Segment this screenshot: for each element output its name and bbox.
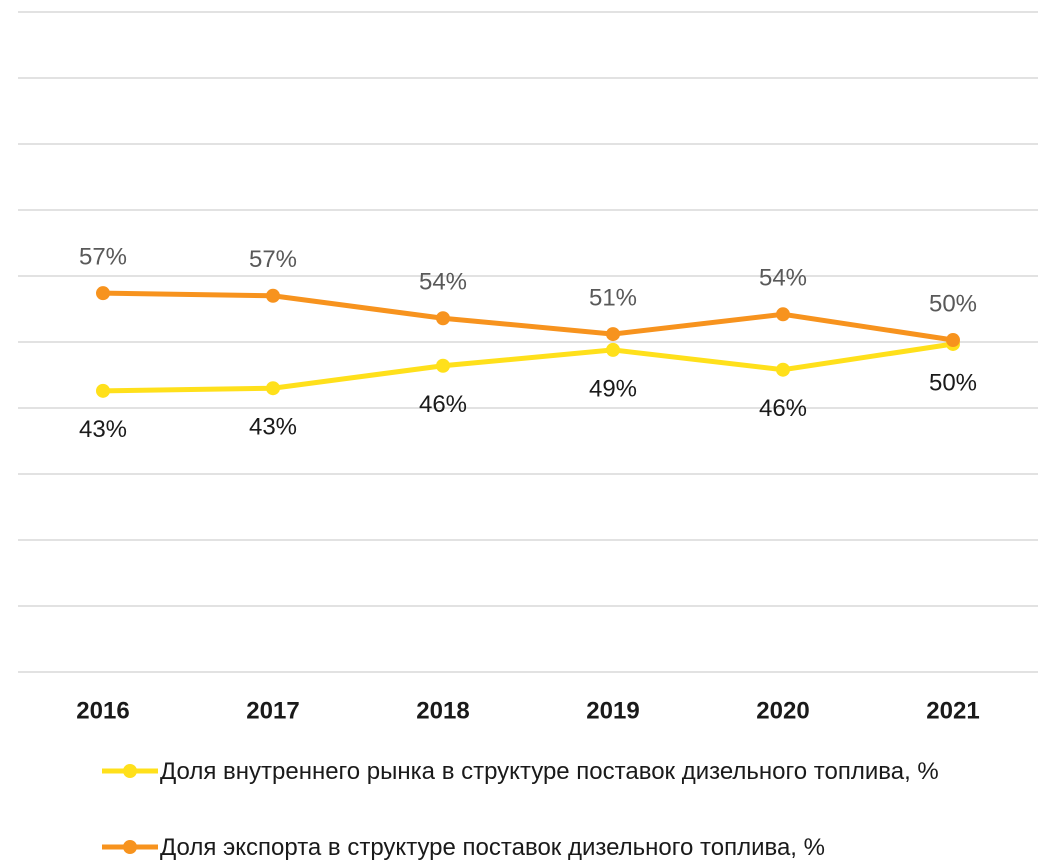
data-label: 46%	[759, 395, 807, 422]
legend-swatch	[102, 764, 158, 778]
point	[946, 333, 960, 348]
data-label: 50%	[929, 369, 977, 396]
point	[606, 327, 620, 342]
data-label: 57%	[249, 246, 297, 273]
series-line	[102, 341, 954, 394]
chart: 2016 2017 2018 2019 2020 2021 43% 43% 46% 49% 46% 5…	[18, 11, 1038, 724]
data-label: 54%	[419, 269, 467, 296]
x-tick-label: 2017	[246, 697, 299, 724]
data-label: 43%	[79, 416, 127, 443]
data-label: 46%	[419, 391, 467, 418]
legend-swatch	[102, 840, 158, 854]
x-tick-label: 2018	[416, 697, 469, 724]
data-label: 50%	[929, 290, 977, 317]
data-label: 54%	[759, 265, 807, 292]
legend-marker	[123, 764, 137, 778]
data-label: 43%	[249, 414, 297, 441]
data-label: 51%	[589, 284, 637, 311]
legend-item: Доля внутреннего рынка в структуре поста…	[100, 755, 980, 789]
x-tick-label: 2019	[586, 697, 639, 724]
x-tick-label: 2016	[76, 697, 129, 724]
point	[266, 381, 280, 396]
data-label: 57%	[79, 244, 127, 271]
legend-label: Доля внутреннего рынка в структуре поста…	[160, 758, 939, 785]
data-label: 49%	[589, 375, 637, 402]
legend-label: Доля экспорта в структуре поставок дизел…	[160, 834, 825, 861]
legend-marker	[123, 840, 137, 854]
point	[96, 383, 110, 398]
point	[436, 311, 450, 326]
x-tick-label: 2021	[926, 697, 979, 724]
point	[266, 288, 280, 303]
series-line	[102, 290, 954, 343]
point	[776, 362, 790, 377]
point	[96, 286, 110, 301]
point	[776, 307, 790, 322]
legend-item: Доля экспорта в структуре поставок дизел…	[100, 831, 980, 865]
point	[606, 342, 620, 357]
point	[436, 358, 450, 373]
x-tick-label: 2020	[756, 697, 809, 724]
